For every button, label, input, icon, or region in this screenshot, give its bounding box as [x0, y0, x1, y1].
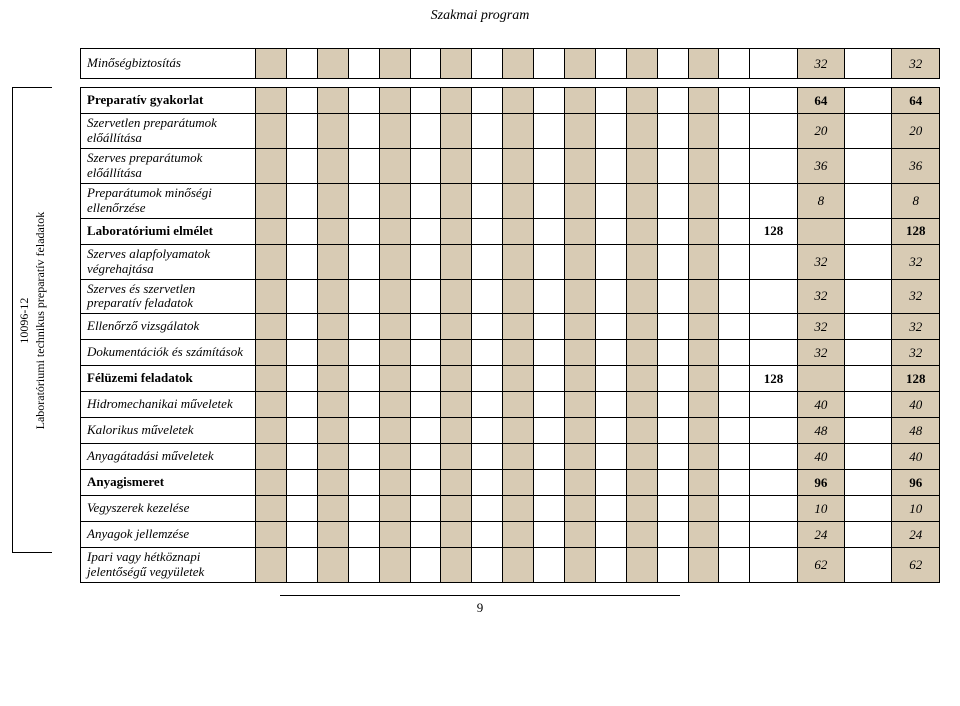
main-block: 10096-12 Laboratóriumi technikus prepara… [0, 87, 960, 583]
table-row: Szervetlen preparátumok előállítása 20 20 [81, 114, 940, 149]
row-v2: 24 [892, 522, 940, 548]
row-v1: 20 [797, 114, 844, 149]
table-row: Szerves és szervetlen preparatív feladat… [81, 279, 940, 314]
table-row: Szerves preparátumok előállítása 36 36 [81, 148, 940, 183]
row-label: Hidromechanikai műveletek [81, 392, 256, 418]
table-row: Félüzemi feladatok 128 128 [81, 366, 940, 392]
row-label: Szerves alapfolyamatok végrehajtása [81, 244, 256, 279]
row-v1: 8 [797, 183, 844, 218]
row-label: Laboratóriumi elmélet [81, 218, 256, 244]
row-v2: 96 [892, 470, 940, 496]
row-v2: 10 [892, 496, 940, 522]
row-v1: 32 [797, 279, 844, 314]
row-v2: 32 [892, 279, 940, 314]
row-v1: 32 [797, 340, 844, 366]
main-table: Preparatív gyakorlat6464Szervetlen prepa… [80, 87, 940, 583]
row-v1: 128 [750, 366, 797, 392]
table-row: Kalorikus műveletek 48 48 [81, 418, 940, 444]
row-v1: 32 [797, 314, 844, 340]
row-v1: 36 [797, 148, 844, 183]
row-label: Dokumentációk és számítások [81, 340, 256, 366]
side-label-text: Laboratóriumi technikus preparatív felad… [33, 211, 47, 429]
row-label: Anyagismeret [81, 470, 256, 496]
row-v1: 24 [797, 522, 844, 548]
top-table: Minőségbiztosítás 32 32 [80, 48, 940, 79]
table-row: Anyagismeret 96 96 [81, 470, 940, 496]
row-v1: 48 [797, 418, 844, 444]
row-label: Preparátumok minőségi ellenőrzése [81, 183, 256, 218]
table-row: Hidromechanikai műveletek 40 40 [81, 392, 940, 418]
row-label: Anyagok jellemzése [81, 522, 256, 548]
row-v2: 32 [892, 340, 940, 366]
row-label: Szerves preparátumok előállítása [81, 148, 256, 183]
row-v2: 62 [892, 548, 940, 583]
row-label: Vegyszerek kezelése [81, 496, 256, 522]
row-v1: 10 [797, 496, 844, 522]
table-row: Ipari vagy hétköznapi jelentőségű vegyül… [81, 548, 940, 583]
top-row-v1: 32 [797, 49, 844, 79]
table-row: Laboratóriumi elmélet 128 128 [81, 218, 940, 244]
page: Szakmai program Minőségbiztosítás 32 32 [0, 0, 960, 628]
row-v2: 20 [892, 114, 940, 149]
row-v1: 40 [797, 444, 844, 470]
table-row: Ellenőrző vizsgálatok 32 32 [81, 314, 940, 340]
row-v2: 32 [892, 314, 940, 340]
top-row-label: Minőségbiztosítás [81, 49, 256, 79]
row-v1: 32 [797, 244, 844, 279]
table-row: Preparatív gyakorlat 64 64 [81, 88, 940, 114]
table-row: Szerves alapfolyamatok végrehajtása 32 32 [81, 244, 940, 279]
row-v2: 64 [892, 88, 940, 114]
table-row: Anyagok jellemzése 24 24 [81, 522, 940, 548]
row-label: Szervetlen preparátumok előállítása [81, 114, 256, 149]
top-row: Minőségbiztosítás 32 32 [81, 49, 940, 79]
row-v2: 48 [892, 418, 940, 444]
row-v2: 40 [892, 392, 940, 418]
top-block: Minőségbiztosítás 32 32 [0, 48, 960, 79]
table-row: Anyagátadási műveletek 40 40 [81, 444, 940, 470]
page-footer: 9 [0, 595, 960, 628]
top-row-v2: 32 [892, 49, 940, 79]
side-label: 10096-12 Laboratóriumi technikus prepara… [12, 87, 52, 553]
table-row: Preparátumok minőségi ellenőrzése 8 8 [81, 183, 940, 218]
row-v1: 128 [750, 218, 797, 244]
table-row: Vegyszerek kezelése 10 10 [81, 496, 940, 522]
row-v2: 36 [892, 148, 940, 183]
row-label: Ipari vagy hétköznapi jelentőségű vegyül… [81, 548, 256, 583]
row-label: Szerves és szervetlen preparatív feladat… [81, 279, 256, 314]
row-label: Félüzemi feladatok [81, 366, 256, 392]
page-number: 9 [477, 600, 484, 615]
row-v1: 64 [797, 88, 844, 114]
row-v2: 128 [892, 366, 940, 392]
row-label: Preparatív gyakorlat [81, 88, 256, 114]
side-label-code: 10096-12 [17, 297, 31, 343]
row-v2: 128 [892, 218, 940, 244]
row-v2: 40 [892, 444, 940, 470]
row-v1: 96 [797, 470, 844, 496]
row-v2: 8 [892, 183, 940, 218]
row-v1: 40 [797, 392, 844, 418]
row-label: Kalorikus műveletek [81, 418, 256, 444]
row-label: Ellenőrző vizsgálatok [81, 314, 256, 340]
page-header: Szakmai program [0, 8, 960, 24]
row-v1: 62 [797, 548, 844, 583]
table-row: Dokumentációk és számítások 32 32 [81, 340, 940, 366]
row-v2: 32 [892, 244, 940, 279]
row-label: Anyagátadási műveletek [81, 444, 256, 470]
